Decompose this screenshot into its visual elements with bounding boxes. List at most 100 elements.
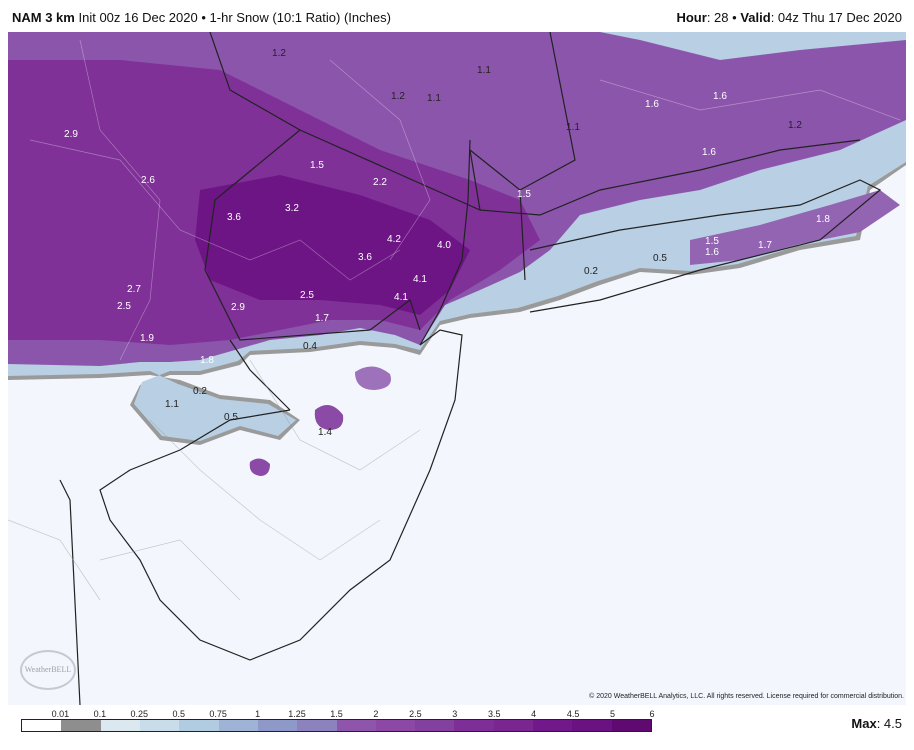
value-label: 4.1 [413,274,427,285]
value-label: 1.2 [391,91,405,102]
value-label: 2.7 [127,284,141,295]
legend-tick-label: 5 [610,709,616,719]
value-label: 1.5 [517,189,531,200]
value-label: 1.4 [318,427,332,438]
county-borders [29,39,901,361]
separator: • [201,10,206,25]
value-label: 1.6 [645,99,659,110]
product-name: 1-hr Snow (10:1 Ratio) (Inches) [209,10,391,25]
model-name: NAM 3 km [12,10,75,25]
legend-swatch [257,720,298,731]
value-label: 2.5 [300,290,314,301]
legend-swatch [611,720,651,731]
value-label: 0.5 [653,253,667,264]
legend-swatch [100,720,140,731]
legend-tick-label: 0.5 [172,709,186,719]
value-label: 1.7 [758,240,772,251]
value-label: 1.8 [200,355,214,366]
value-label: 3.6 [358,252,372,263]
legend-tick-label: 1 [255,709,261,719]
value-label: 1.1 [165,399,179,410]
value-label: 0.2 [584,266,598,277]
legend-tick-label: 4.5 [566,709,580,719]
init-time: Init 00z 16 Dec 2020 [78,10,198,25]
value-label: 0.2 [193,386,207,397]
value-label: 2.6 [141,175,155,186]
value-label: 1.6 [702,147,716,158]
snow-field-east [690,190,900,265]
snow-blob [355,366,391,390]
value-label: 1.2 [272,48,286,59]
legend-swatch [297,720,337,731]
legend-tick-label: 6 [649,709,655,719]
value-label: 0.4 [303,341,317,352]
value-label: 1.7 [315,313,329,324]
snow-blob [249,458,270,476]
legend-swatch [218,720,258,731]
header-valid: Hour: 28 • Valid: 04z Thu 17 Dec 2020 [676,10,902,25]
legend-tick-label: 3 [452,709,458,719]
hour-label: Hour [676,10,707,25]
legend-tick-label: 0.75 [209,709,227,719]
legend-swatch [22,720,62,731]
legend-swatch [139,720,180,731]
weatherbell-logo: WeatherBELL [20,650,76,690]
value-label: 1.5 [310,160,324,171]
header-title: NAM 3 km Init 00z 16 Dec 2020 • 1-hr Sno… [12,10,391,25]
legend-tick-label: 0.25 [130,709,149,719]
max-label: Max [851,716,877,731]
value-label: 2.2 [373,177,387,188]
value-label: 1.1 [427,93,441,104]
value-label: 4.1 [394,292,408,303]
legend-tick-label: 1.25 [288,709,306,719]
legend-swatch [179,720,219,731]
legend-color-bar [21,719,652,732]
value-label: 1.1 [566,122,580,133]
legend-swatch [572,720,612,731]
snow-map: 1.2 1.1 1.2 1.1 1.6 1.6 1.1 1.2 2.9 1.6 … [8,32,906,705]
value-label: 1.9 [140,333,154,344]
legend-tick-label: 3.5 [487,709,501,719]
separator: • [732,10,737,25]
snow-field-core [195,175,470,315]
max-value: Max: 4.5 [851,716,902,731]
legend-ticks: 0.01 0.1 0.25 0.5 0.75 1 1.25 1.5 2 2.5 3 3.5 4 4.5 5 6 [21,709,655,719]
county-borders-south [8,359,421,601]
legend-tick-label: 0.01 [51,709,70,719]
legend-swatch [61,720,101,731]
state-borders [59,32,882,705]
legend-tick-label: 0.1 [93,709,107,719]
hour-value: 28 [714,10,729,25]
value-label: 1.2 [788,120,802,131]
valid-value: 04z Thu 17 Dec 2020 [777,10,902,25]
value-label: 1.6 [713,91,727,102]
value-label: 2.9 [231,302,245,313]
value-label: 1.5 [705,236,719,247]
legend-swatch [415,720,455,731]
legend-swatch [493,720,534,731]
legend-tick-label: 4 [531,709,537,719]
value-label: 1.8 [816,214,830,225]
valid-label: Valid [740,10,771,25]
value-label: 4.0 [437,240,451,251]
max-number: 4.5 [883,716,902,731]
legend-swatch [454,720,494,731]
value-label: 1.1 [477,65,491,76]
legend-swatch [336,720,376,731]
legend-tick-label: 2 [373,709,379,719]
legend-tick-label: 2.5 [409,709,422,719]
snow-blob [314,405,344,430]
legend-tick-label: 1.5 [330,709,343,719]
copyright-notice: © 2020 WeatherBELL Analytics, LLC. All r… [589,693,904,700]
value-label: 4.2 [387,234,401,245]
value-label: 3.6 [227,212,241,223]
value-labels: 1.2 1.1 1.2 1.1 1.6 1.6 1.1 1.2 2.9 1.6 … [64,48,830,438]
value-label: 2.5 [117,301,131,312]
legend-swatch [533,720,573,731]
value-label: 0.5 [224,412,238,423]
value-label: 1.6 [705,247,719,258]
value-label: 3.2 [285,203,299,214]
legend-swatch [375,720,416,731]
value-label: 2.9 [64,129,78,140]
